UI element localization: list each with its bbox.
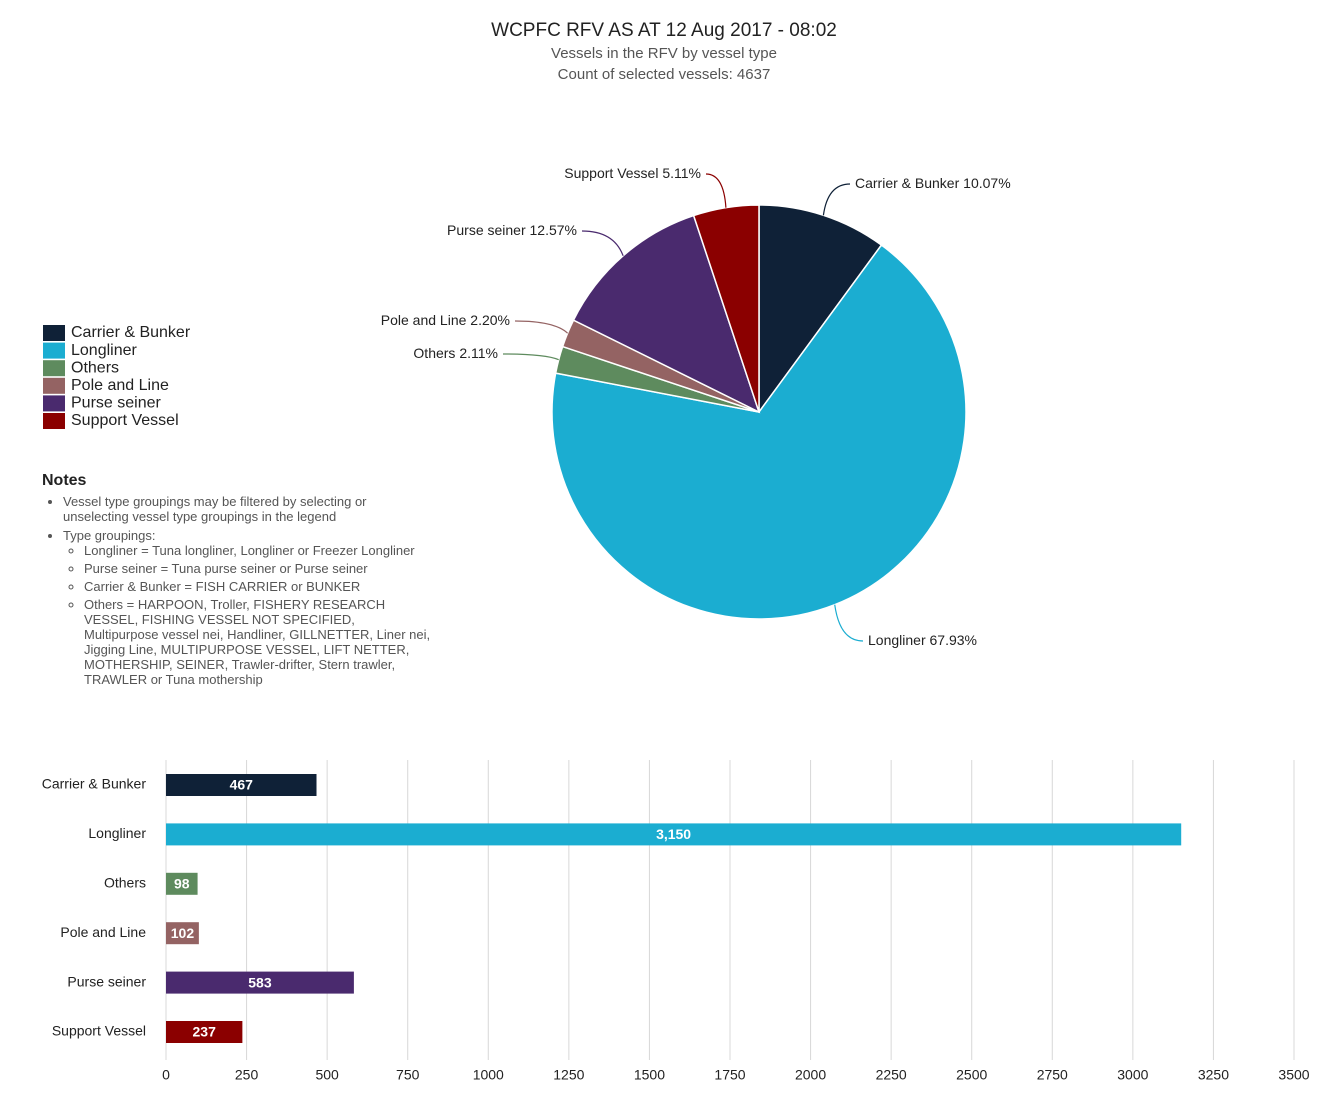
leader-line	[822, 183, 851, 216]
note-subitem: Carrier & Bunker = FISH CARRIER or BUNKE…	[84, 579, 432, 594]
bar	[166, 1021, 243, 1043]
bar	[166, 922, 199, 945]
pie-label-value: 2.11%	[459, 345, 498, 361]
bar-value-label: 467	[230, 777, 254, 793]
x-tick-label: 3250	[1198, 1067, 1229, 1083]
x-tick-label: 250	[235, 1067, 259, 1083]
legend-label[interactable]: Purse seiner	[71, 395, 161, 412]
legend-swatch	[43, 377, 65, 394]
pie-label: Others 2.11%	[413, 345, 498, 361]
x-tick-label: 0	[162, 1067, 170, 1083]
y-tick-label: Carrier & Bunker	[42, 776, 147, 792]
x-tick-label: 1500	[634, 1067, 665, 1083]
bar	[166, 823, 1182, 846]
x-tick-label: 500	[315, 1067, 339, 1083]
legend-swatch	[43, 325, 65, 341]
pie-label-value: 67.93%	[930, 632, 977, 648]
pie-label-value: 10.07%	[963, 175, 1010, 191]
legend-label[interactable]: Support Vessel	[71, 412, 179, 429]
y-tick-label: Support Vessel	[52, 1023, 146, 1039]
y-tick-label: Others	[104, 875, 146, 891]
legend-label[interactable]: Carrier & Bunker	[71, 324, 191, 341]
pie-label-value: 2.20%	[470, 312, 510, 328]
pie-slice	[758, 204, 883, 415]
bar	[166, 774, 317, 796]
leader-line	[705, 173, 727, 208]
bar-value-label: 98	[174, 876, 190, 892]
pie-label: Carrier & Bunker 10.07%	[855, 175, 1011, 191]
x-tick-label: 750	[396, 1067, 420, 1083]
bar-value-label: 237	[193, 1024, 217, 1040]
y-tick-label: Pole and Line	[60, 924, 146, 940]
pie-label-category: Carrier & Bunker	[855, 175, 960, 191]
legend-swatch	[43, 413, 65, 429]
leader-line	[834, 604, 864, 642]
pie-label: Longliner 67.93%	[868, 632, 977, 648]
bar-value-label: 3,150	[656, 826, 691, 842]
chart-title: WCPFC RFV AS AT 12 Aug 2017 - 08:02	[491, 20, 837, 41]
note-item: Vessel type groupings may be filtered by…	[63, 494, 432, 524]
pie-label-value: 12.57%	[530, 222, 577, 238]
chart-subtitle: Vessels in the RFV by vessel type	[551, 45, 777, 62]
note-subitem: Purse seiner = Tuna purse seiner or Purs…	[84, 561, 432, 576]
y-tick-label: Purse seiner	[67, 973, 146, 989]
legend-swatch	[43, 360, 65, 377]
notes-title: Notes	[42, 472, 87, 489]
x-tick-label: 2500	[956, 1067, 987, 1083]
pie-label-category: Support Vessel	[564, 165, 658, 181]
legend-swatch	[43, 395, 65, 412]
chart-caption: Count of selected vessels: 4637	[558, 66, 771, 83]
note-subitem: Others = HARPOON, Troller, FISHERY RESEA…	[84, 597, 432, 687]
legend-label[interactable]: Pole and Line	[71, 377, 169, 394]
x-tick-label: 2000	[795, 1067, 826, 1083]
y-tick-label: Longliner	[88, 825, 146, 841]
pie-label-category: Pole and Line	[381, 312, 467, 328]
x-tick-label: 1750	[714, 1067, 745, 1083]
leader-line	[502, 353, 559, 361]
bar	[166, 872, 198, 895]
pie-label-value: 5.11%	[662, 165, 701, 181]
bar-value-label: 583	[248, 974, 272, 990]
legend-label[interactable]: Others	[71, 359, 119, 376]
notes: Notes Vessel type groupings may be filte…	[42, 473, 432, 691]
pie-label: Pole and Line 2.20%	[381, 312, 510, 328]
bar-value-label: 102	[171, 925, 195, 941]
leader-line	[581, 230, 624, 257]
x-tick-label: 2750	[1037, 1067, 1068, 1083]
note-text: Type groupings:	[63, 528, 156, 543]
legend-label[interactable]: Longliner	[71, 342, 138, 359]
pie-label-category: Longliner	[868, 632, 926, 648]
x-tick-label: 1250	[553, 1067, 584, 1083]
note-subitem: Longliner = Tuna longliner, Longliner or…	[84, 543, 432, 558]
legend-swatch	[43, 342, 65, 359]
pie-label-category: Others	[413, 345, 455, 361]
note-sublist: Longliner = Tuna longliner, Longliner or…	[63, 543, 432, 687]
note-text: Vessel type groupings may be filtered by…	[63, 494, 367, 524]
bar	[166, 971, 354, 994]
leader-line	[514, 320, 569, 334]
pie-label: Purse seiner 12.57%	[447, 222, 577, 238]
pie-label-category: Purse seiner	[447, 222, 526, 238]
pie-label: Support Vessel 5.11%	[564, 165, 701, 181]
note-item: Type groupings:Longliner = Tuna longline…	[63, 528, 432, 687]
x-tick-label: 1000	[473, 1067, 504, 1083]
x-tick-label: 3000	[1117, 1067, 1148, 1083]
notes-list: Vessel type groupings may be filtered by…	[42, 494, 432, 687]
x-tick-label: 2250	[876, 1067, 907, 1083]
x-tick-label: 3500	[1278, 1067, 1309, 1083]
